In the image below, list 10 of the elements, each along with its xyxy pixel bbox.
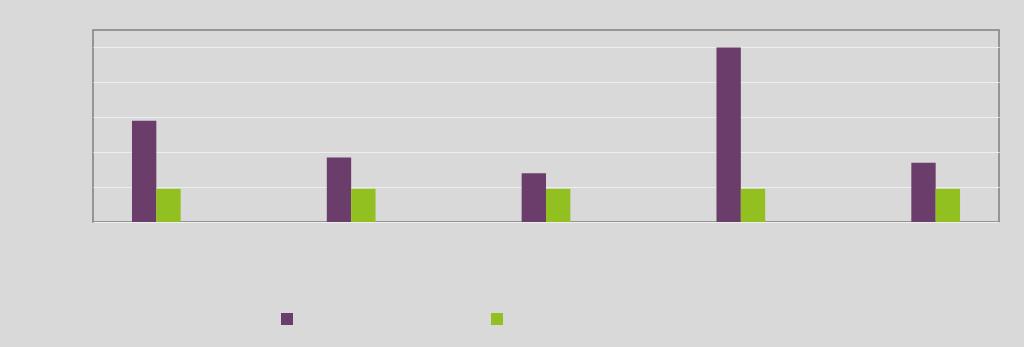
bar (131, 120, 157, 222)
bar (740, 188, 766, 222)
bar (911, 162, 936, 222)
bar (546, 188, 571, 222)
bar (716, 47, 741, 222)
bar (326, 157, 352, 222)
bar (935, 188, 961, 222)
bar (351, 188, 376, 222)
bar (156, 188, 181, 222)
bar (521, 173, 546, 222)
